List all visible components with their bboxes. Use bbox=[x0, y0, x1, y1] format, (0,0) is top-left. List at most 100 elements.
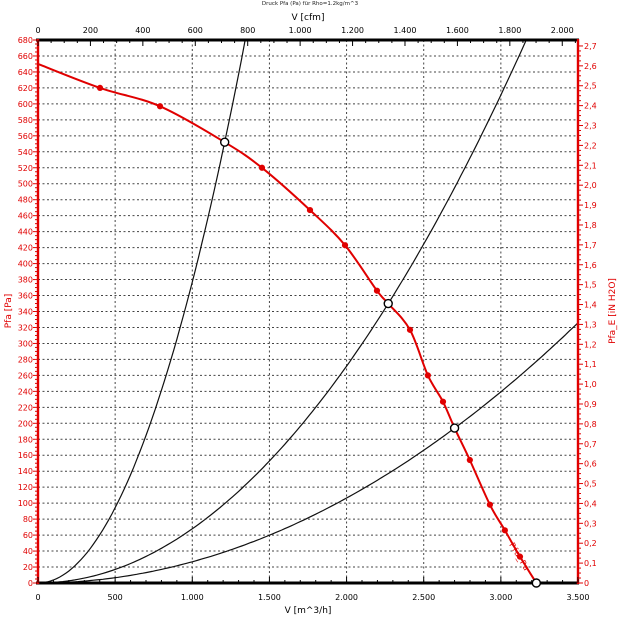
tick-label: 3.000 bbox=[489, 593, 512, 602]
tick-label: 400 bbox=[135, 26, 150, 35]
tick-label: 180 bbox=[18, 435, 33, 444]
tick-label: 120 bbox=[18, 483, 33, 492]
tick-label: 1.400 bbox=[394, 26, 417, 35]
tick-label: 0 bbox=[35, 593, 40, 602]
fan-curve-point bbox=[406, 326, 414, 333]
tick-label: 620 bbox=[18, 84, 33, 93]
tick-label: 80 bbox=[23, 515, 33, 524]
tick-label: 520 bbox=[18, 164, 33, 173]
fan-curve-markers bbox=[96, 84, 524, 560]
x-axis-label-bottom: V [m^3/h] bbox=[284, 606, 332, 616]
tick-label: 0,3 bbox=[584, 519, 597, 528]
tick-label: 1.500 bbox=[258, 593, 281, 602]
tick-label: 100 bbox=[18, 499, 33, 508]
tick-label: 320 bbox=[18, 323, 33, 332]
tick-label: 1,0 bbox=[584, 380, 597, 389]
tick-label: 0 bbox=[584, 579, 589, 588]
tick-label: 160 bbox=[18, 451, 33, 460]
tick-label: 1.000 bbox=[181, 593, 204, 602]
tick-label: 2,6 bbox=[584, 62, 597, 71]
y-axis-label-right: Pfa_E [iN H2O] bbox=[608, 278, 618, 344]
tick-label: 1.800 bbox=[498, 26, 521, 35]
tick-label: 0,2 bbox=[584, 539, 597, 548]
tick-label: 560 bbox=[18, 132, 33, 141]
tick-label: 0,9 bbox=[584, 400, 597, 409]
y-axis-label-left: Pfa [Pa] bbox=[4, 293, 14, 329]
tick-label: 0 bbox=[28, 579, 33, 588]
tick-label: 40 bbox=[23, 547, 33, 556]
tick-label: 0,1 bbox=[584, 559, 597, 568]
system-curve-middle bbox=[38, 39, 527, 584]
tick-label: 0,7 bbox=[584, 440, 597, 449]
x-axis-label-top: V [cfm] bbox=[291, 13, 325, 23]
tick-label: 500 bbox=[108, 593, 123, 602]
tick-label: 1,8 bbox=[584, 221, 597, 230]
tick-label: 3.500 bbox=[567, 593, 590, 602]
tick-label: 1.200 bbox=[341, 26, 364, 35]
tick-label: 2,3 bbox=[584, 122, 597, 131]
fan-curve-point bbox=[466, 456, 473, 464]
tick-label: 1,2 bbox=[584, 340, 597, 349]
fan-curve-point bbox=[516, 553, 524, 560]
fan-curve-point bbox=[258, 164, 266, 171]
fan-curve bbox=[37, 63, 538, 584]
operating-point bbox=[531, 578, 542, 588]
tick-label: 600 bbox=[188, 26, 203, 35]
tick-label: 640 bbox=[18, 68, 33, 77]
fan-curve-group bbox=[37, 63, 538, 584]
tick-label: 360 bbox=[18, 292, 33, 301]
tick-label: 200 bbox=[18, 419, 33, 428]
fan-curve-point bbox=[156, 103, 164, 110]
tick-label: 800 bbox=[240, 26, 255, 35]
tick-label: 60 bbox=[23, 531, 33, 540]
tick-label: 440 bbox=[18, 228, 33, 237]
tick-label: 680 bbox=[18, 36, 33, 45]
tick-label: 400 bbox=[18, 260, 33, 269]
tick-label: 240 bbox=[18, 387, 33, 396]
tick-label: 1,3 bbox=[584, 320, 597, 329]
tick-label: 1,1 bbox=[584, 360, 597, 369]
tick-label: 2.500 bbox=[412, 593, 435, 602]
tick-label: 20 bbox=[23, 563, 33, 572]
tick-label: 1,9 bbox=[584, 201, 597, 210]
tick-label: 300 bbox=[18, 339, 33, 348]
tick-label: 1,5 bbox=[584, 281, 597, 290]
tick-label: 1,7 bbox=[584, 241, 597, 250]
tick-label: 0 bbox=[35, 26, 40, 35]
tick-label: 500 bbox=[18, 180, 33, 189]
tick-label: 1,4 bbox=[584, 301, 597, 310]
tick-label: 220 bbox=[18, 403, 33, 412]
operating-point bbox=[383, 298, 393, 309]
tick-label: 540 bbox=[18, 148, 33, 157]
operating-point bbox=[219, 137, 230, 147]
tick-label: 0,6 bbox=[584, 460, 597, 469]
tick-label: 1,6 bbox=[584, 261, 597, 270]
ticks bbox=[33, 39, 583, 584]
fan-curve-point bbox=[96, 84, 104, 92]
tick-label: 200 bbox=[83, 26, 98, 35]
tick-label: 340 bbox=[18, 308, 33, 317]
tick-label: 2,0 bbox=[584, 181, 597, 190]
tick-label: 460 bbox=[18, 212, 33, 221]
fan-curve-point bbox=[424, 372, 431, 379]
tick-label: 260 bbox=[18, 371, 33, 380]
tick-label: 2,2 bbox=[584, 141, 597, 150]
tick-label: 1.600 bbox=[446, 26, 469, 35]
tick-label: 0,4 bbox=[584, 499, 597, 508]
tick-label: 2,7 bbox=[584, 42, 597, 51]
system-curves bbox=[37, 39, 579, 584]
tick-label: 1.000 bbox=[289, 26, 312, 35]
tick-label: 2.000 bbox=[551, 26, 574, 35]
tick-label: 580 bbox=[18, 116, 33, 125]
fan-curve-point bbox=[501, 527, 508, 534]
tick-label: 2.000 bbox=[335, 593, 358, 602]
system-curve-steep bbox=[37, 39, 246, 584]
tick-label: 140 bbox=[18, 467, 33, 476]
tick-label: 380 bbox=[18, 276, 33, 285]
operating-point bbox=[449, 423, 460, 433]
tick-label: 0,8 bbox=[584, 420, 597, 429]
system-curve-shallow bbox=[38, 322, 579, 584]
fan-curve-point bbox=[341, 242, 349, 249]
tick-label: 420 bbox=[18, 244, 33, 253]
